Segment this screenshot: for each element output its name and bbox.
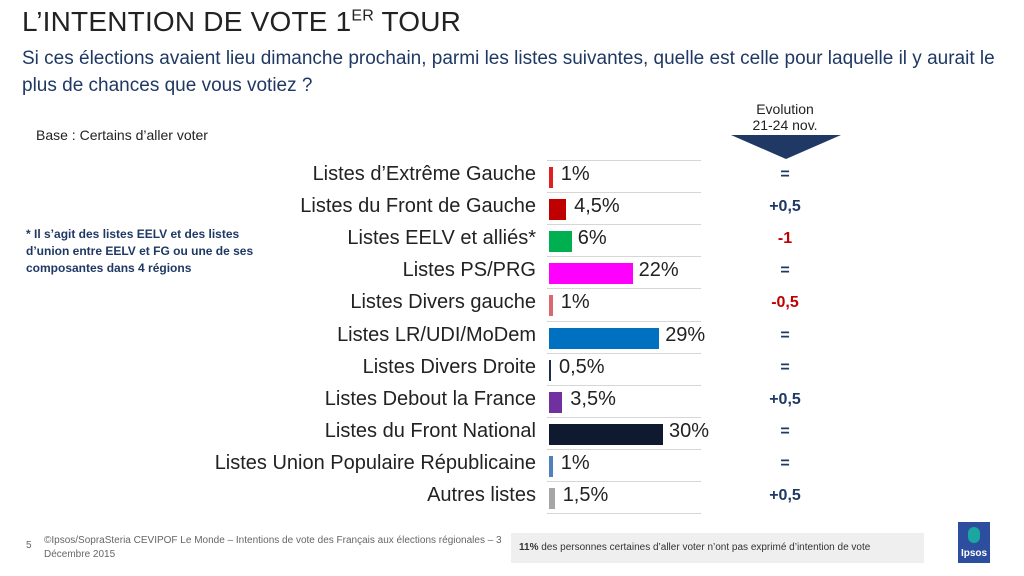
value-label: 22% (638, 259, 679, 282)
row-separator (547, 320, 701, 322)
value-label: 0,5% (559, 355, 605, 378)
value-label: 1% (560, 291, 590, 314)
base-text: Base : Certains d’aller voter (36, 127, 208, 143)
arrow-down-icon (731, 135, 841, 159)
bar-row: Listes du Front de Gauche 4,5% +0,5 (0, 192, 1024, 224)
row-separator (547, 192, 701, 194)
row-separator (547, 384, 701, 386)
bar-row: Listes d’Extrême Gauche 1% = (0, 160, 1024, 192)
title-text: L’INTENTION DE VOTE 1 (22, 6, 352, 37)
evolution-value: -1 (777, 230, 793, 248)
value-label: 29% (665, 323, 706, 346)
bar-row: Listes du Front National 30% = (0, 417, 1024, 449)
value-label: 1,5% (562, 484, 609, 506)
category-label: Listes du Front de Gauche (300, 195, 536, 218)
category-label: Listes Union Populaire Républicaine (214, 451, 536, 474)
page-title: L’INTENTION DE VOTE 1ER TOUR (22, 6, 461, 38)
row-separator (547, 481, 701, 482)
category-label: Listes Divers Droite (362, 355, 536, 378)
category-label: Listes PS/PRG (402, 259, 536, 282)
row-separator (547, 513, 701, 515)
bar (549, 231, 572, 253)
page-number: 5 (26, 540, 32, 551)
bar-row: Listes EELV et alliés* 6% -1 (0, 224, 1024, 256)
bar (549, 423, 663, 445)
bar-row: Listes Debout la France 3,5% +0,5 (0, 385, 1024, 417)
value-label: 1% (560, 163, 590, 185)
evolution-value: = (780, 422, 790, 440)
evolution-period: 21-24 nov. (752, 117, 818, 133)
ipsos-logo: Ipsos (958, 522, 990, 563)
evolution-value: = (780, 358, 790, 376)
bar (549, 455, 553, 477)
evolution-value: +0,5 (769, 390, 801, 408)
row-separator (547, 224, 701, 226)
note-bold: 11% (519, 542, 539, 553)
value-label: 3,5% (570, 387, 616, 410)
evolution-value: = (780, 326, 790, 344)
row-separator (547, 352, 701, 354)
evolution-value: = (780, 454, 790, 472)
evolution-value: = (780, 166, 790, 183)
bar-row: Listes LR/UDI/MoDem 29% = (0, 321, 1024, 353)
row-separator (547, 256, 701, 258)
source-text: ©Ipsos/SopraSteria CEVIPOF Le Monde – In… (44, 535, 502, 560)
evolution-value: +0,5 (769, 487, 801, 504)
bar (549, 391, 563, 413)
bar-row: Listes Divers Droite 0,5% = (0, 353, 1024, 385)
question-text: Si ces élections avaient lieu dimanche p… (22, 48, 995, 96)
evolution-header: Evolution 21-24 nov. (725, 101, 845, 133)
footer-note: 11% des personnes certaines d’aller vote… (511, 533, 924, 563)
evolution-value: +0,5 (769, 198, 801, 216)
bar (549, 263, 633, 285)
title-superscript: ER (351, 7, 375, 25)
value-label: 6% (577, 227, 607, 250)
bar (549, 199, 567, 221)
footnote-eelv: * Il s’agit des listes EELV et des liste… (26, 227, 254, 275)
evolution-value: -0,5 (771, 294, 799, 312)
bar-row: Listes Divers gauche 1% -0,5 (0, 288, 1024, 320)
evolution-value: = (780, 262, 790, 280)
bar (549, 359, 551, 381)
row-separator (547, 288, 701, 290)
category-label: Listes Divers gauche (350, 291, 536, 314)
title-end: TOUR (374, 6, 462, 37)
bar-row: Listes Union Populaire Républicaine 1% = (0, 449, 1024, 481)
bar (549, 295, 553, 317)
evolution-title: Evolution (756, 101, 814, 117)
category-label: Listes LR/UDI/MoDem (337, 323, 536, 346)
bar-row: Autres listes 1,5% +0,5 (0, 481, 1024, 513)
bar (549, 488, 555, 509)
row-separator (547, 448, 701, 450)
category-label: Listes d’Extrême Gauche (312, 163, 536, 185)
category-label: Listes Debout la France (324, 387, 536, 410)
bar (549, 167, 553, 188)
row-separator (547, 416, 701, 418)
category-label: Listes du Front National (324, 419, 536, 442)
bar (549, 327, 660, 349)
value-label: 4,5% (574, 195, 620, 218)
category-label: Autres listes (427, 484, 536, 506)
bar-row: Listes PS/PRG 22% = (0, 256, 1024, 288)
note-rest: des personnes certaines d’aller voter n’… (538, 542, 871, 553)
value-label: 30% (669, 419, 710, 442)
row-separator (547, 160, 701, 161)
category-label: Listes EELV et alliés* (347, 227, 536, 250)
value-label: 1% (560, 451, 590, 474)
